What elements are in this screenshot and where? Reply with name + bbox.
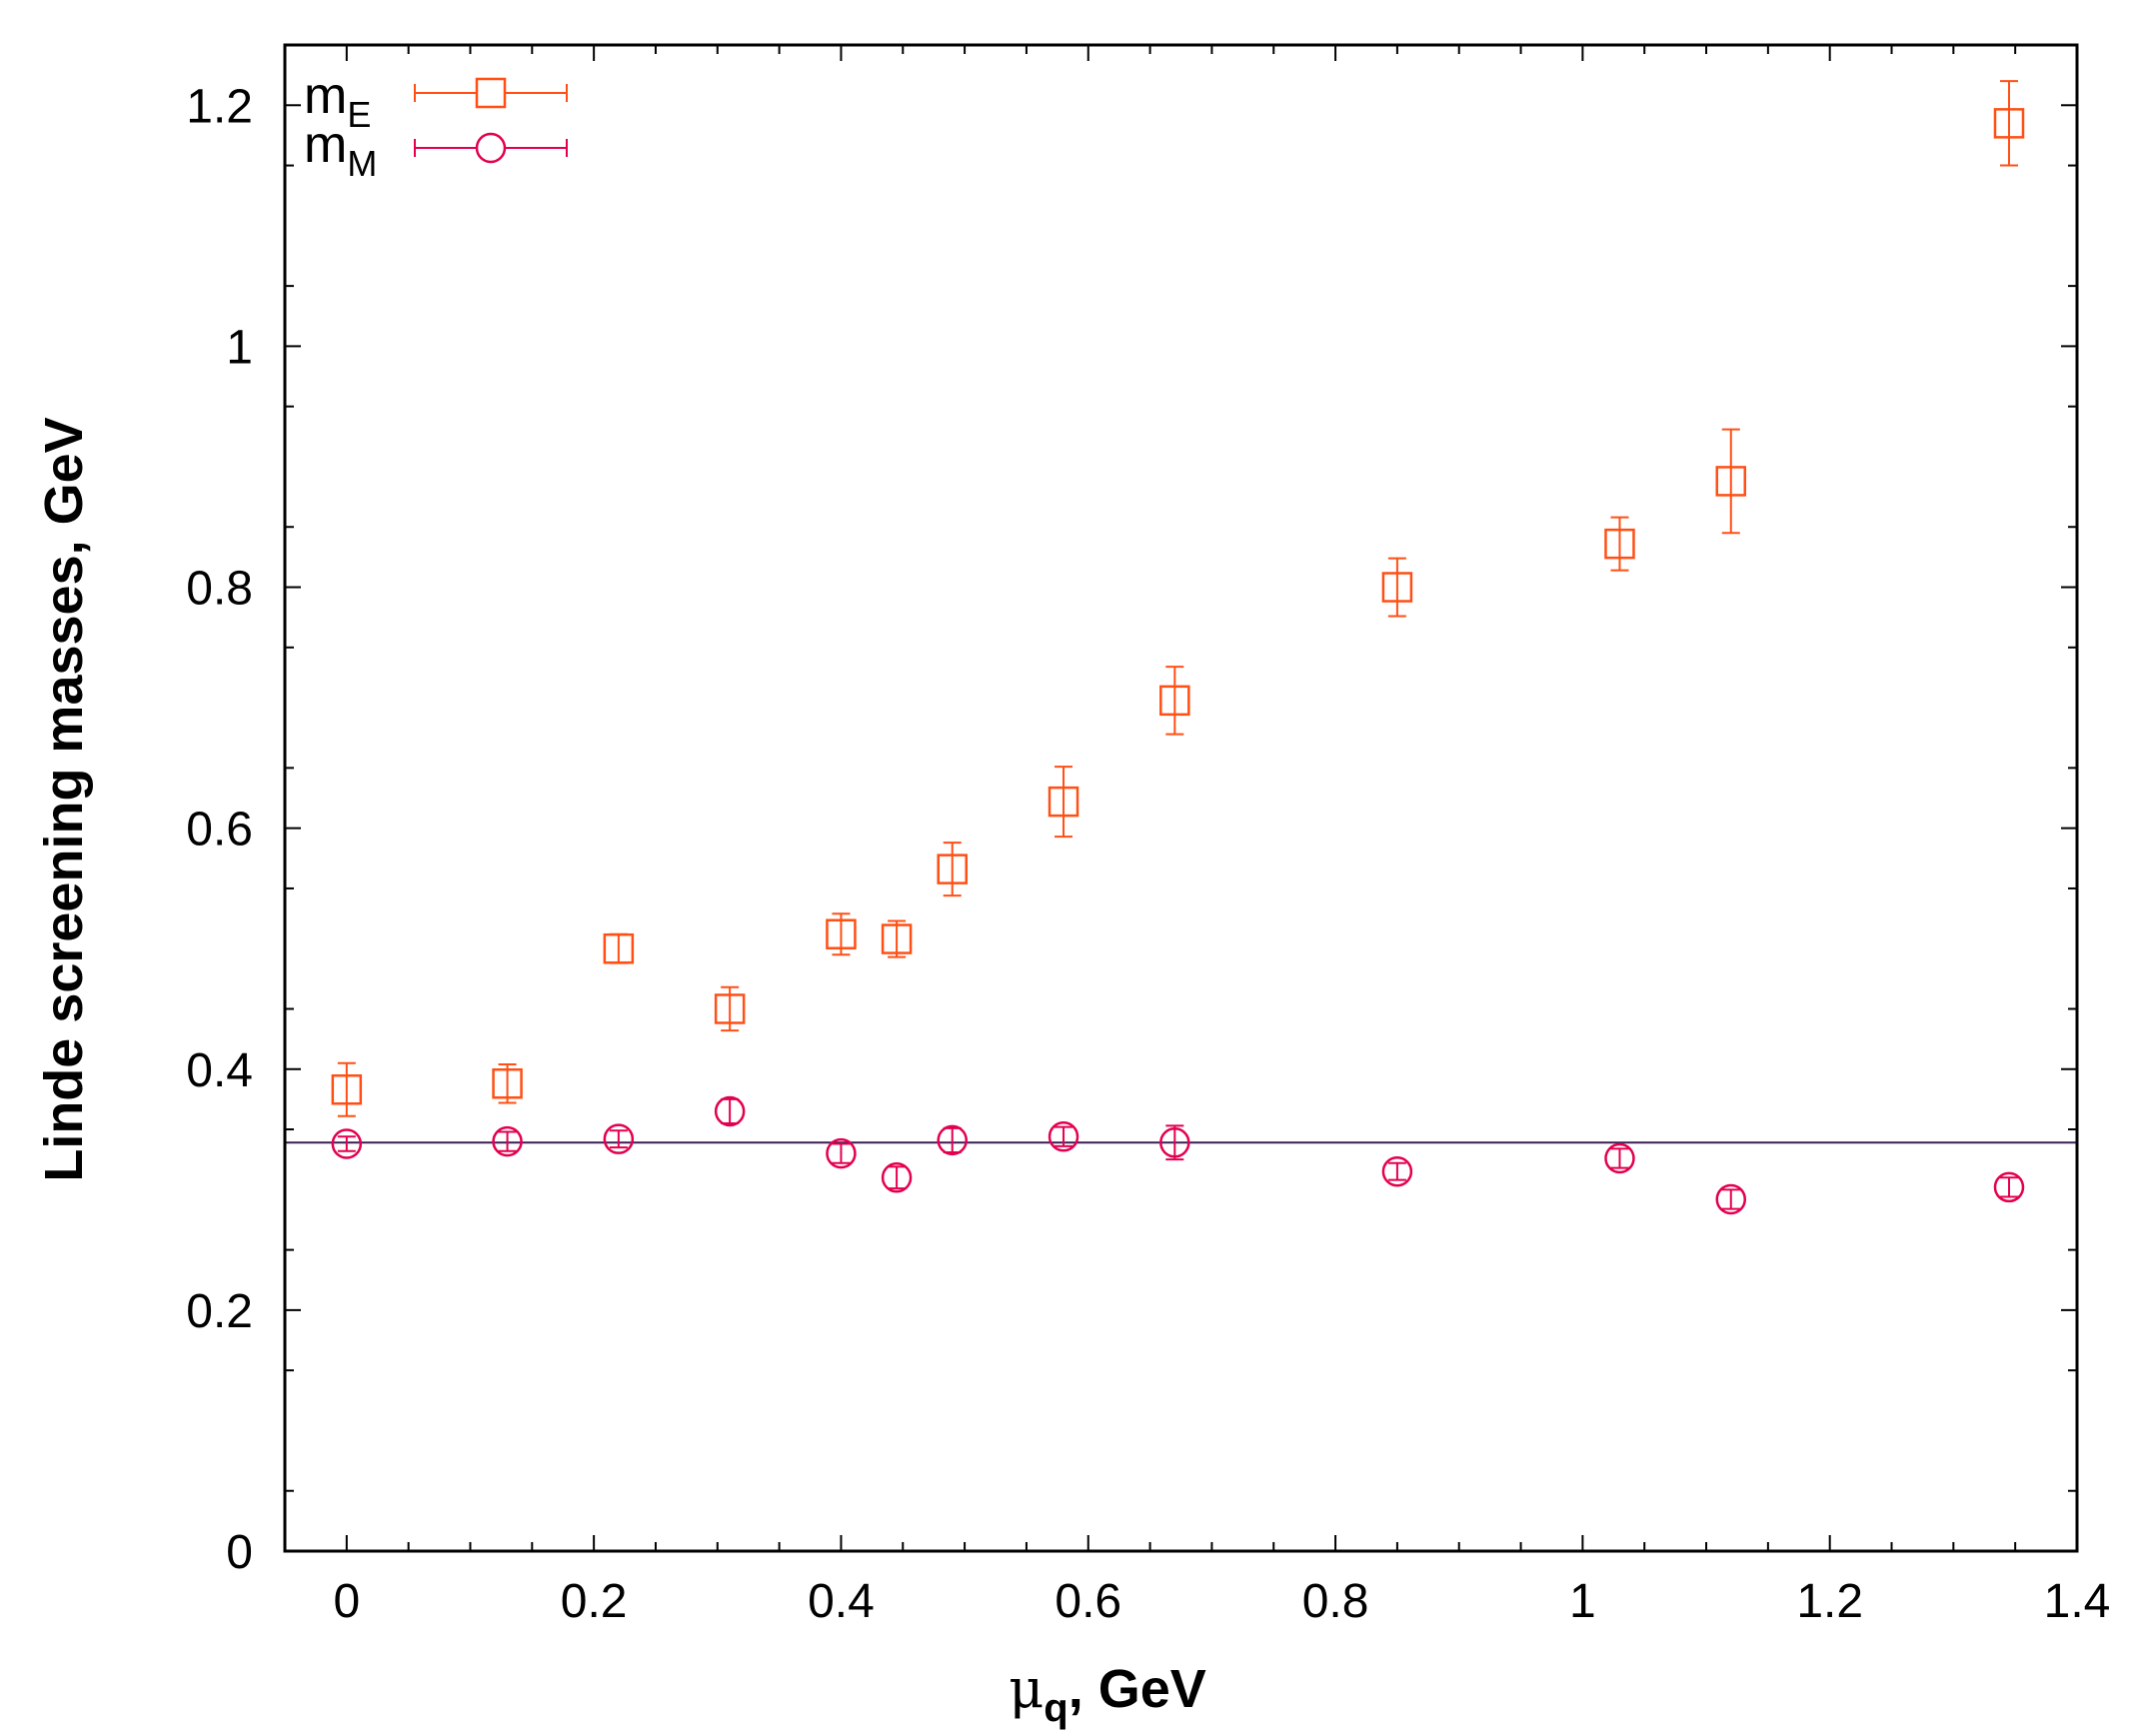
x-axis-title: μq, GeV <box>1009 1657 1206 1730</box>
x-tick-label: 0.4 <box>808 1575 875 1628</box>
legend-entry-mM: mM <box>304 116 568 184</box>
y-tick-label: 0.6 <box>186 804 253 857</box>
data-point-square <box>1715 466 1747 497</box>
y-axis-title: Linde screening masses, GeV <box>34 417 94 1181</box>
y-tick-label: 1 <box>226 321 253 374</box>
data-point-circle <box>714 1095 746 1127</box>
data-point-square <box>1993 108 2025 139</box>
legend-circle-marker <box>475 132 507 164</box>
x-tick-label: 0 <box>333 1575 360 1628</box>
data-point-circle <box>1048 1121 1079 1152</box>
data-series <box>331 80 2025 1215</box>
data-point-circle <box>881 1162 913 1193</box>
legend-label-mM: mM <box>304 116 377 184</box>
data-point-circle <box>1159 1127 1190 1158</box>
series-m_E <box>331 80 2025 1117</box>
data-point-circle <box>492 1125 523 1157</box>
data-point-square <box>1048 786 1079 818</box>
data-point-circle <box>603 1123 635 1154</box>
data-point-circle <box>331 1128 363 1159</box>
series-m_M <box>331 1095 2025 1215</box>
data-point-square <box>1381 572 1413 603</box>
x-tick-label: 1.2 <box>1796 1575 1863 1628</box>
y-tick-label: 0 <box>226 1526 253 1579</box>
data-point-square <box>881 923 913 954</box>
legend-entry-mE: mE <box>304 67 568 135</box>
data-point-square <box>492 1067 523 1099</box>
x-tick-label: 0.6 <box>1055 1575 1121 1628</box>
legend-label-mE: mE <box>304 67 371 135</box>
legend-square-marker <box>475 77 507 109</box>
data-point-circle <box>1993 1171 2025 1203</box>
data-point-square <box>603 932 635 964</box>
y-tick-label: 1.2 <box>186 80 253 133</box>
data-point-circle <box>1604 1142 1635 1174</box>
y-tick-label: 0.2 <box>186 1285 253 1338</box>
axis-tick-labels: 0 0.2 0.4 0.6 0.8 1 1.2 1.4 0 0.2 0.4 0.6 0.8 1 1.2 <box>186 80 2110 1628</box>
data-point-circle <box>1381 1155 1413 1187</box>
data-point-square <box>826 918 857 949</box>
x-tick-label: 1.4 <box>2044 1575 2111 1628</box>
plot-frame <box>283 43 2079 1553</box>
data-point-square <box>331 1074 363 1105</box>
data-point-circle <box>1715 1183 1747 1215</box>
data-point-square <box>1604 528 1635 560</box>
data-point-square <box>1159 685 1190 717</box>
data-point-circle <box>937 1124 968 1156</box>
y-tick-label: 0.8 <box>186 563 253 616</box>
x-tick-label: 0.2 <box>561 1575 628 1628</box>
y-tick-label: 0.4 <box>186 1044 253 1097</box>
x-tick-label: 0.8 <box>1302 1575 1369 1628</box>
data-point-square <box>714 993 746 1024</box>
legend: mE mM <box>304 67 568 184</box>
x-tick-label: 1 <box>1569 1575 1596 1628</box>
data-point-square <box>937 854 968 884</box>
data-point-circle <box>826 1137 857 1169</box>
axis-ticks <box>284 45 2078 1552</box>
